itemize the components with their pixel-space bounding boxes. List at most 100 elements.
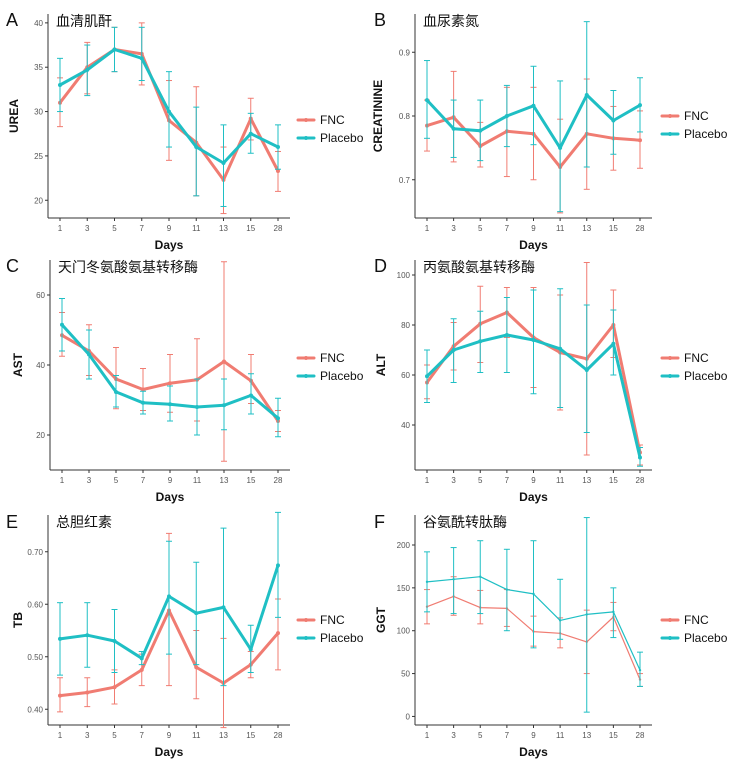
data-point: [167, 594, 171, 599]
panel-letter: C: [6, 256, 19, 276]
x-tick-label: 13: [582, 731, 591, 740]
data-point: [451, 126, 456, 131]
data-point: [478, 128, 483, 133]
data-point: [139, 667, 144, 672]
data-point: [584, 368, 589, 372]
y-tick-label: 40: [401, 421, 410, 430]
x-tick-label: 9: [531, 224, 536, 233]
data-point: [611, 341, 616, 346]
x-tick-label: 3: [451, 476, 456, 485]
x-tick-label: 13: [219, 731, 228, 740]
data-point: [112, 47, 117, 52]
legend-dot: [304, 618, 308, 622]
panel-title: 丙氨酸氨基转移酶: [423, 259, 535, 276]
x-tick-label: 9: [531, 731, 536, 740]
y-tick-label: 30: [34, 108, 43, 117]
data-point: [479, 575, 482, 578]
x-tick-label: 11: [556, 731, 565, 740]
y-tick-label: 0.8: [399, 112, 411, 121]
y-tick-label: 0: [406, 712, 411, 721]
x-tick-label: 11: [192, 731, 201, 740]
x-tick-label: 7: [505, 224, 510, 233]
panel-letter: A: [6, 10, 18, 30]
x-tick-label: 28: [274, 731, 283, 740]
legend-dot: [668, 356, 672, 360]
x-tick-label: 3: [85, 224, 90, 233]
panel-title: 谷氨酰转肽酶: [423, 515, 507, 531]
x-tick-label: 1: [425, 224, 430, 233]
legend-dot: [304, 374, 308, 378]
data-point: [478, 339, 483, 344]
y-axis-title: UREA: [7, 99, 21, 133]
data-point: [194, 145, 199, 150]
data-point: [141, 387, 145, 392]
panel-title: 血清肌酐: [56, 14, 112, 30]
series-placebo: [57, 26, 281, 207]
data-point: [452, 578, 455, 581]
legend-label: FNC: [320, 613, 345, 627]
series-placebo: [59, 298, 281, 438]
data-point: [139, 56, 144, 61]
panel-letter: F: [374, 512, 385, 532]
data-point: [58, 693, 62, 698]
x-tick-label: 7: [505, 731, 510, 740]
y-tick-label: 0.50: [27, 653, 43, 662]
data-point: [585, 613, 588, 616]
y-tick-label: 0.70: [27, 548, 43, 557]
legend: FNC Placebo: [296, 351, 364, 383]
x-tick-label: 3: [451, 731, 456, 740]
legend-label: Placebo: [684, 127, 728, 141]
y-tick-label: 80: [401, 321, 410, 330]
x-tick-label: 3: [87, 476, 92, 485]
legend-label: Placebo: [684, 631, 728, 645]
x-tick-label: 1: [58, 731, 63, 740]
x-tick-label: 13: [582, 224, 591, 233]
x-tick-label: 9: [531, 476, 536, 485]
x-tick-label: 11: [556, 224, 565, 233]
x-axis-title: Days: [155, 745, 184, 759]
y-tick-label: 200: [397, 541, 411, 550]
data-point: [85, 67, 90, 72]
data-point: [114, 389, 118, 394]
x-tick-label: 15: [247, 476, 256, 485]
data-point: [168, 402, 172, 407]
data-point: [451, 348, 456, 352]
y-tick-label: 60: [401, 371, 410, 380]
x-tick-label: 1: [58, 224, 63, 233]
data-point: [249, 393, 253, 398]
x-tick-label: 5: [114, 476, 119, 485]
legend: FNC Placebo: [660, 613, 728, 645]
x-axis-title: Days: [519, 745, 548, 759]
data-point: [505, 588, 509, 591]
data-point: [85, 633, 90, 638]
x-tick-label: 5: [478, 224, 483, 233]
x-tick-label: 5: [478, 476, 483, 485]
data-point: [195, 405, 199, 409]
y-tick-label: 100: [397, 271, 411, 280]
x-tick-label: 11: [193, 476, 202, 485]
series-placebo: [57, 511, 281, 687]
legend-dot: [668, 114, 672, 118]
y-tick-label: 40: [36, 361, 45, 370]
data-point: [504, 114, 509, 118]
panel-title: 总胆红素: [56, 515, 112, 531]
y-tick-label: 25: [34, 152, 43, 161]
x-tick-label: 1: [60, 476, 65, 485]
legend: FNC Placebo: [660, 109, 728, 141]
legend-dot: [304, 118, 308, 122]
legend-dot: [668, 374, 672, 378]
legend-label: Placebo: [320, 369, 364, 383]
data-point: [584, 92, 589, 97]
x-tick-label: 28: [274, 224, 283, 233]
x-tick-label: 15: [246, 731, 255, 740]
y-tick-label: 0.40: [27, 705, 43, 714]
legend-dot: [304, 356, 308, 360]
series-placebo: [424, 21, 643, 213]
x-tick-label: 13: [582, 476, 591, 485]
data-point: [638, 455, 642, 460]
legend-label: FNC: [684, 109, 709, 123]
data-point: [222, 359, 226, 364]
data-point: [425, 580, 429, 584]
data-point: [194, 665, 199, 670]
y-axis-title: TB: [11, 612, 25, 628]
